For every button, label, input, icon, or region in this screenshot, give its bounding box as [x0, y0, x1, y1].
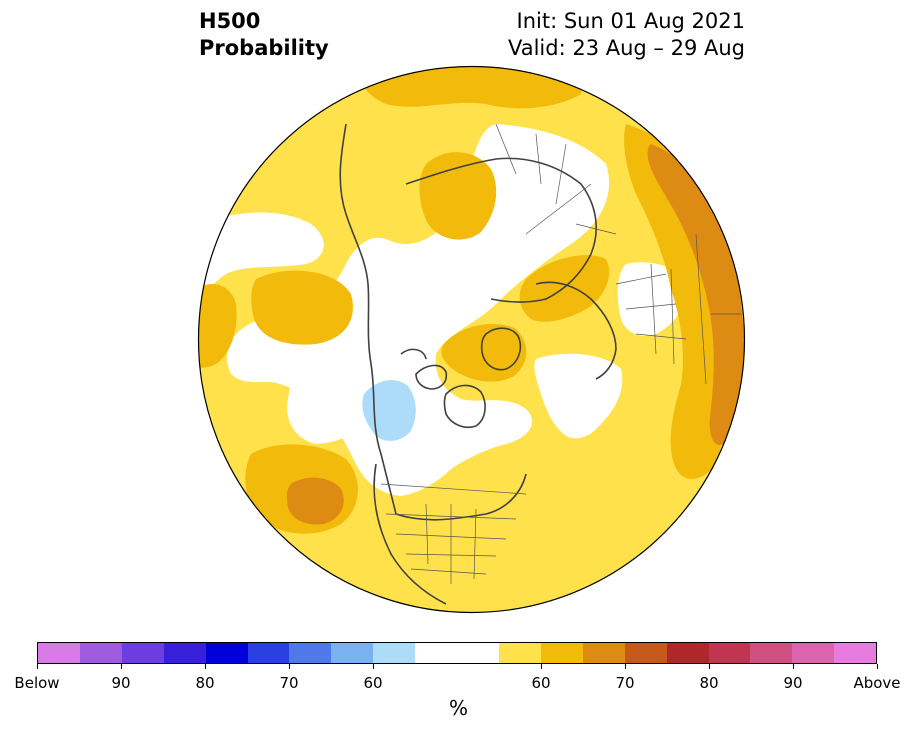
borders-europe — [615, 233, 741, 385]
field-near-normal-pacific-south — [287, 372, 371, 444]
colorbar-labels: Below 90 80 70 60 60 70 80 90 Above — [0, 674, 915, 694]
coastline-alaska-canada — [339, 123, 397, 515]
colorbar-tick — [288, 664, 290, 669]
forecast-dates: Init: Sun 01 Aug 2021 Valid: 23 Aug – 29… — [508, 8, 745, 62]
field-above-60-siberia — [419, 152, 497, 240]
field-above-60-greenland — [441, 324, 527, 382]
colorbar-tick — [624, 664, 626, 669]
colorbar-tick-label: 90 — [111, 674, 131, 692]
colorbar-tick — [876, 664, 878, 669]
coastline-arctic-islands — [400, 348, 448, 390]
coastline-north-america — [373, 463, 527, 605]
unit-label: % — [448, 696, 468, 720]
colorbar-tick-label: 80 — [699, 674, 719, 692]
colorbar-tick — [792, 664, 794, 669]
field-above-70-pacific — [286, 477, 344, 525]
field-near-normal-pacific — [198, 212, 324, 299]
colorbar-segment — [498, 643, 541, 663]
colorbar-segment — [163, 643, 206, 663]
colorbar-segment — [540, 643, 583, 663]
colorbar-tick-label: Below — [14, 674, 60, 692]
field-near-normal-atlantic — [534, 353, 623, 439]
colorbar-tick — [372, 664, 374, 669]
colorbar-segment — [750, 643, 793, 663]
polar-probability-map — [197, 65, 746, 614]
colorbar-segment — [373, 643, 416, 663]
colorbar-tick-label: 60 — [363, 674, 383, 692]
colorbar-segment — [834, 643, 877, 663]
colorbar-segment — [708, 643, 751, 663]
colorbar-segment — [247, 643, 290, 663]
variable-label: H500 — [199, 9, 261, 33]
colorbar-tick-label: 90 — [783, 674, 803, 692]
colorbar-segment — [79, 643, 122, 663]
borders-asia — [495, 123, 617, 235]
colorbar-segment — [38, 643, 80, 663]
colorbar-segment — [331, 643, 374, 663]
field-above-60-top — [356, 66, 586, 109]
colorbar-segment — [289, 643, 332, 663]
colorbar-tick — [204, 664, 206, 669]
colorbar-segment — [666, 643, 709, 663]
coastline-hudson-bay — [443, 384, 486, 429]
colorbar-tick-label: 60 — [531, 674, 551, 692]
colorbar-segment — [624, 643, 667, 663]
colorbar-tick-label: Above — [853, 674, 901, 692]
colorbar-segment — [792, 643, 835, 663]
field-near-normal-europe — [617, 262, 687, 336]
init-date: Init: Sun 01 Aug 2021 — [516, 9, 745, 33]
colorbar-tick-label: 70 — [279, 674, 299, 692]
map-boundary — [197, 65, 746, 614]
valid-period: Valid: 23 Aug – 29 Aug — [507, 36, 745, 60]
colorbar-tick — [540, 664, 542, 669]
borders-north-america — [380, 483, 527, 584]
colorbar-tick — [120, 664, 122, 669]
colorbar-segment — [457, 643, 499, 663]
field-above-60-pacific-edge — [198, 284, 237, 368]
colorbar — [37, 642, 877, 664]
colorbar-tick — [36, 664, 38, 669]
colorbar-tick-label: 80 — [195, 674, 215, 692]
colorbar-unit: % — [0, 696, 915, 720]
colorbar-segment — [121, 643, 164, 663]
colorbar-segment — [415, 643, 458, 663]
colorbar-segment — [205, 643, 248, 663]
map-title: H500 Probability — [199, 8, 329, 62]
probability-label: Probability — [199, 36, 329, 60]
colorbar-tick — [708, 664, 710, 669]
colorbar-segment — [582, 643, 625, 663]
coastline-eurasia — [405, 157, 597, 303]
field-above-60-europe — [519, 255, 610, 322]
field-above-60-pacific — [251, 270, 353, 345]
coastline-europe — [535, 281, 617, 380]
coastline-greenland — [480, 327, 522, 371]
colorbar-tick-label: 70 — [615, 674, 635, 692]
